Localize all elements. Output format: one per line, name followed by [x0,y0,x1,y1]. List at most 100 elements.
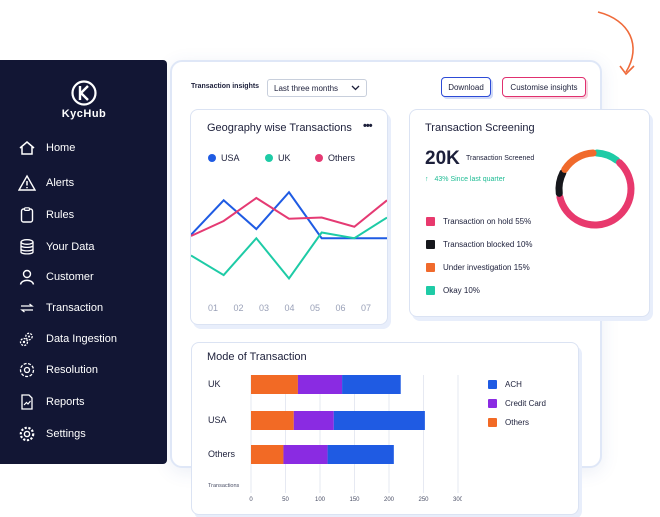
legend-swatch [488,380,497,389]
sidebar-item-label: Settings [46,428,86,440]
customise-insights-button[interactable]: Customise insights [502,77,586,97]
screened-total-label: Transaction Screened [466,155,535,162]
bar-segment-credit-card [297,375,343,394]
sidebar-item-reports[interactable]: Reports [18,391,85,413]
legend-swatch [426,240,435,249]
sidebar-item-settings[interactable]: Settings [18,423,86,445]
more-options-icon[interactable]: ••• [363,120,373,132]
sidebar: KycHub Home Alerts Rules Your Data Custo… [0,60,167,464]
screening-legend-item: Under investigation 15% [426,263,530,272]
period-dropdown-value: Last three months [274,83,339,93]
sidebar-item-rules[interactable]: Rules [18,204,74,226]
screening-legend-item: Transaction blocked 10% [426,240,533,249]
legend-label: Under investigation 15% [443,263,530,272]
bar-segment-credit-card [293,411,334,430]
legend-swatch [426,263,435,272]
legend-item-ach: ACH [488,380,522,389]
mode-card: Mode of Transaction 0 50 100 150 200 250 300 UK… [191,342,579,515]
donut-slice-transaction-on-hold [556,159,635,229]
legend-item-others: Others [315,153,355,163]
bar-segment-others [251,375,298,394]
legend-swatch [488,418,497,427]
legend-label: USA [221,153,240,163]
donut-slice-okay [593,149,621,164]
report-icon [21,394,33,410]
sidebar-item-transaction[interactable]: Transaction [18,297,103,319]
gears-icon [19,332,33,347]
x-tick-label: 50 [282,497,289,503]
sidebar-item-label: Home [46,142,76,154]
screening-legend-item: Transaction on hold 55% [426,217,531,226]
decorative-arrow-icon [597,11,635,76]
sidebar-item-label: Data Ingestion [46,333,117,345]
x-tick-label: 100 [315,497,326,503]
series-line-others [191,196,387,237]
sidebar-item-label: Rules [46,209,75,221]
donut-slice-transaction-blocked [555,169,567,197]
geography-title: Geography wise Transactions [207,122,352,134]
x-tick-label: 0 [249,497,253,503]
download-button[interactable]: Download [441,77,491,97]
geography-line-chart: 01 02 03 04 05 06 07 [191,190,387,313]
page-title: Transaction insights [191,83,260,90]
legend-item-usa: USA [208,153,240,163]
screening-title: Transaction Screening [425,122,535,134]
screened-total: 20K [425,148,460,169]
screening-legend-item: Okay 10% [426,286,480,295]
gear-cycle-icon [19,362,35,378]
screening-donut-chart [555,149,635,229]
screening-card: Transaction Screening 20K Transaction Sc… [409,109,650,317]
legend-label: Others [328,153,356,163]
kychub-logo-icon [71,80,97,106]
clipboard-icon [20,207,34,223]
sidebar-item-customer[interactable]: Customer [18,266,94,288]
sidebar-item-label: Transaction [46,302,104,314]
brand-logo[interactable]: KycHub [49,80,119,120]
x-tick-label: 03 [259,303,269,313]
sidebar-item-label: Resolution [46,364,98,376]
legend-swatch [426,286,435,295]
sidebar-item-alerts[interactable]: Alerts [18,172,74,194]
legend-dot [265,154,273,162]
arrow-up-icon: ↑ [425,176,429,183]
legend-label: Credit Card [505,399,546,408]
category-label: UK [208,379,221,389]
bar-segment-ach [327,445,394,464]
x-tick-label: 05 [310,303,320,313]
period-dropdown[interactable]: Last three months [267,79,367,97]
mode-title: Mode of Transaction [207,351,307,363]
bar-segment-others [251,445,284,464]
legend-dot [208,154,216,162]
x-tick-label: 150 [349,497,360,503]
database-icon [20,239,34,255]
sidebar-item-label: Alerts [46,177,75,189]
x-tick-label: 300 [453,497,462,503]
legend-item-others: Others [488,418,529,427]
legend-swatch [488,399,497,408]
sidebar-item-resolution[interactable]: Resolution [18,359,98,381]
x-tick-label: 04 [284,303,294,313]
legend-label: Others [505,418,530,427]
mode-bar-chart: 0 50 100 150 200 250 300 UK USA Others Transaction… [208,375,462,503]
legend-swatch [426,217,435,226]
transfer-icon [20,303,34,313]
settings-icon [19,426,35,442]
sidebar-item-home[interactable]: Home [18,137,75,159]
alert-icon [18,174,36,191]
user-icon [19,269,35,285]
series-line-uk [191,216,387,281]
legend-label: Transaction on hold 55% [443,217,532,226]
bar-segment-credit-card [283,445,328,464]
sidebar-item-data-ingestion[interactable]: Data Ingestion [18,328,117,350]
legend-item-credit-card: Credit Card [488,399,546,408]
category-label: USA [208,415,227,425]
sidebar-item-your-data[interactable]: Your Data [18,236,95,258]
change-text: 43% Since last quarter [434,176,505,183]
bar-segment-ach [342,375,401,394]
x-tick-label: 02 [233,303,243,313]
sidebar-item-label: Reports [46,396,85,408]
brand-name: KycHub [61,108,107,120]
donut-slice-under-investigation [561,149,597,173]
x-tick-label: 06 [335,303,345,313]
x-tick-label: 01 [208,303,218,313]
